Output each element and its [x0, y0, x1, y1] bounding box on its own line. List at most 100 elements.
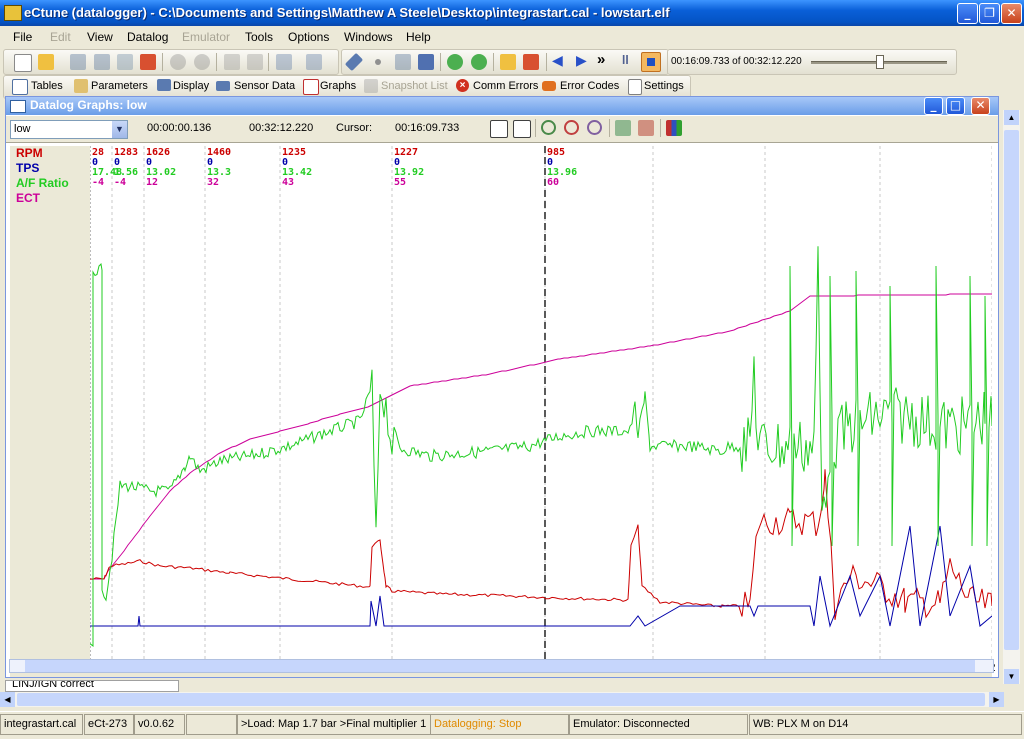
legend-ect: ECT — [16, 191, 40, 205]
menu-view[interactable]: View — [87, 30, 113, 44]
close-log-icon[interactable] — [523, 54, 539, 70]
graph-settings-icon[interactable] — [666, 120, 682, 136]
marker-6-af: 13.96 — [547, 167, 578, 178]
app-icon — [4, 5, 22, 21]
menu-bar: File Edit View Datalog Emulator Tools Op… — [0, 26, 1024, 47]
play-log-icon[interactable] — [447, 54, 463, 70]
undo-icon — [276, 54, 292, 70]
status-wideband: WB: PLX M on D14 — [749, 714, 1022, 735]
graph-toolbar: low ▼ 00:00:00.136 00:32:12.220 Cursor: … — [6, 116, 998, 143]
log-select[interactable]: low ▼ — [10, 120, 128, 139]
status-bar: integrastart.cal eCt-273 v0.0.62 >Load: … — [0, 711, 1024, 739]
marker-3-tps: 0 — [207, 157, 214, 168]
marker-3-ect: 32 — [207, 177, 220, 188]
comm-errors-button[interactable]: Comm Errors — [473, 80, 539, 92]
export-icon — [117, 54, 133, 70]
scroll-down-icon[interactable]: ▼ — [1004, 669, 1019, 684]
parameters-icon[interactable] — [74, 79, 88, 93]
stop-icon[interactable] — [641, 52, 661, 72]
scroll-right-icon[interactable]: ▶ — [989, 692, 1004, 707]
scroll-up-icon[interactable]: ▲ — [1004, 110, 1019, 125]
restore-button[interactable]: ❐ — [979, 3, 1000, 24]
menu-emulator: Emulator — [182, 30, 231, 44]
minimize-button[interactable]: _ — [957, 3, 978, 24]
rpm-series-line — [90, 469, 992, 620]
graphs-window-icon — [10, 100, 26, 113]
chevron-down-icon[interactable]: ▼ — [112, 121, 127, 138]
graph-horizontal-scrollbar[interactable] — [9, 659, 994, 673]
bottom-tab[interactable]: LINJ/IGN correct — [5, 680, 179, 692]
snapshot-list-button: Snapshot List — [381, 80, 448, 92]
open-icon[interactable] — [38, 54, 54, 70]
marker-2-rpm: 1626 — [146, 147, 171, 158]
add-log-icon[interactable] — [471, 54, 487, 70]
close-button[interactable]: ✕ — [1001, 3, 1022, 24]
new-icon[interactable] — [14, 54, 32, 72]
vertical-scroll-thumb[interactable] — [1004, 130, 1019, 650]
inner-maximize-button[interactable]: □ — [946, 97, 965, 115]
graph-plot-area[interactable]: 28 0 17.48 -4 1283 0 1.56 -4 1626 0 13.02 12 1460 0 13… — [90, 146, 992, 659]
menu-tools[interactable]: Tools — [245, 30, 274, 44]
remove-marker-icon[interactable] — [638, 120, 654, 136]
inner-minimize-button[interactable]: _ — [924, 97, 943, 115]
align-left-icon[interactable] — [490, 120, 508, 138]
parameters-button[interactable]: Parameters — [91, 80, 148, 92]
marker-6-rpm: 985 — [547, 147, 566, 158]
comm-errors-icon[interactable]: × — [456, 79, 469, 92]
playback-slider-thumb[interactable] — [876, 55, 884, 69]
zoom-in-icon[interactable] — [541, 120, 556, 135]
connect-icon[interactable] — [344, 52, 364, 72]
snapshot-list-icon — [364, 79, 378, 93]
marker-4-tps: 0 — [282, 157, 289, 168]
settings-icon[interactable] — [628, 79, 642, 95]
save-log-icon — [395, 54, 411, 70]
cursor-time: 00:16:09.733 — [395, 120, 460, 137]
datalog-graphs-window: Datalog Graphs: low _ □ ✕ low ▼ 00:00:00… — [5, 96, 999, 678]
scroll-left-icon[interactable]: ◀ — [0, 692, 15, 707]
error-codes-button[interactable]: Error Codes — [560, 80, 620, 92]
display-button[interactable]: Display — [173, 80, 210, 92]
menu-file[interactable]: File — [13, 30, 33, 44]
status-load: >Load: Map 1.7 bar >Final multiplier 1 — [237, 714, 432, 735]
chip-icon — [170, 54, 186, 70]
menu-options[interactable]: Options — [288, 30, 330, 44]
menu-help[interactable]: Help — [406, 30, 431, 44]
marker-4-af: 13.42 — [282, 167, 313, 178]
next-icon[interactable]: ▶ — [576, 52, 587, 68]
marker-5-ect: 55 — [394, 177, 407, 188]
sensor-data-button[interactable]: Sensor Data — [234, 80, 296, 92]
open-log-icon[interactable] — [500, 54, 516, 70]
zoom-out-icon[interactable] — [564, 120, 579, 135]
save-log-as-icon[interactable] — [418, 54, 434, 70]
add-marker-icon[interactable] — [615, 120, 631, 136]
horizontal-scrollbar[interactable]: ◀ ▶ — [0, 692, 1004, 707]
cursor-label: Cursor: — [336, 120, 373, 137]
menu-datalog[interactable]: Datalog — [127, 30, 169, 44]
inner-close-button[interactable]: ✕ — [971, 97, 990, 115]
settings-button[interactable]: Settings — [644, 80, 684, 92]
horizontal-scroll-thumb[interactable] — [17, 693, 985, 706]
fast-forward-icon[interactable]: » — [597, 51, 606, 68]
close-file-icon[interactable] — [140, 54, 156, 70]
graph-scroll-thumb[interactable] — [25, 660, 975, 672]
display-icon[interactable] — [157, 79, 171, 91]
prev-icon[interactable]: ◀ — [552, 52, 563, 68]
marker-5-tps: 0 — [394, 157, 401, 168]
marker-1-af: 1.56 — [114, 167, 139, 178]
graphs-icon[interactable] — [303, 79, 319, 95]
marker-5-rpm: 1227 — [394, 147, 419, 158]
marker-4-ect: 43 — [282, 177, 295, 188]
tables-icon[interactable] — [12, 79, 28, 95]
record-icon[interactable] — [375, 59, 381, 65]
datalog-graphs-titlebar: Datalog Graphs: low _ □ ✕ — [6, 97, 998, 115]
sensor-data-icon[interactable] — [216, 81, 230, 91]
pause-icon[interactable]: ll — [622, 53, 629, 67]
error-codes-icon[interactable] — [542, 81, 556, 91]
tables-button[interactable]: Tables — [31, 80, 63, 92]
graphs-button[interactable]: Graphs — [320, 80, 357, 92]
vertical-scrollbar[interactable]: ▲ ▼ — [1003, 110, 1020, 684]
menu-windows[interactable]: Windows — [344, 30, 393, 44]
marker-3-rpm: 1460 — [207, 147, 232, 158]
align-right-icon[interactable] — [513, 120, 531, 138]
zoom-reset-icon[interactable] — [587, 120, 602, 135]
